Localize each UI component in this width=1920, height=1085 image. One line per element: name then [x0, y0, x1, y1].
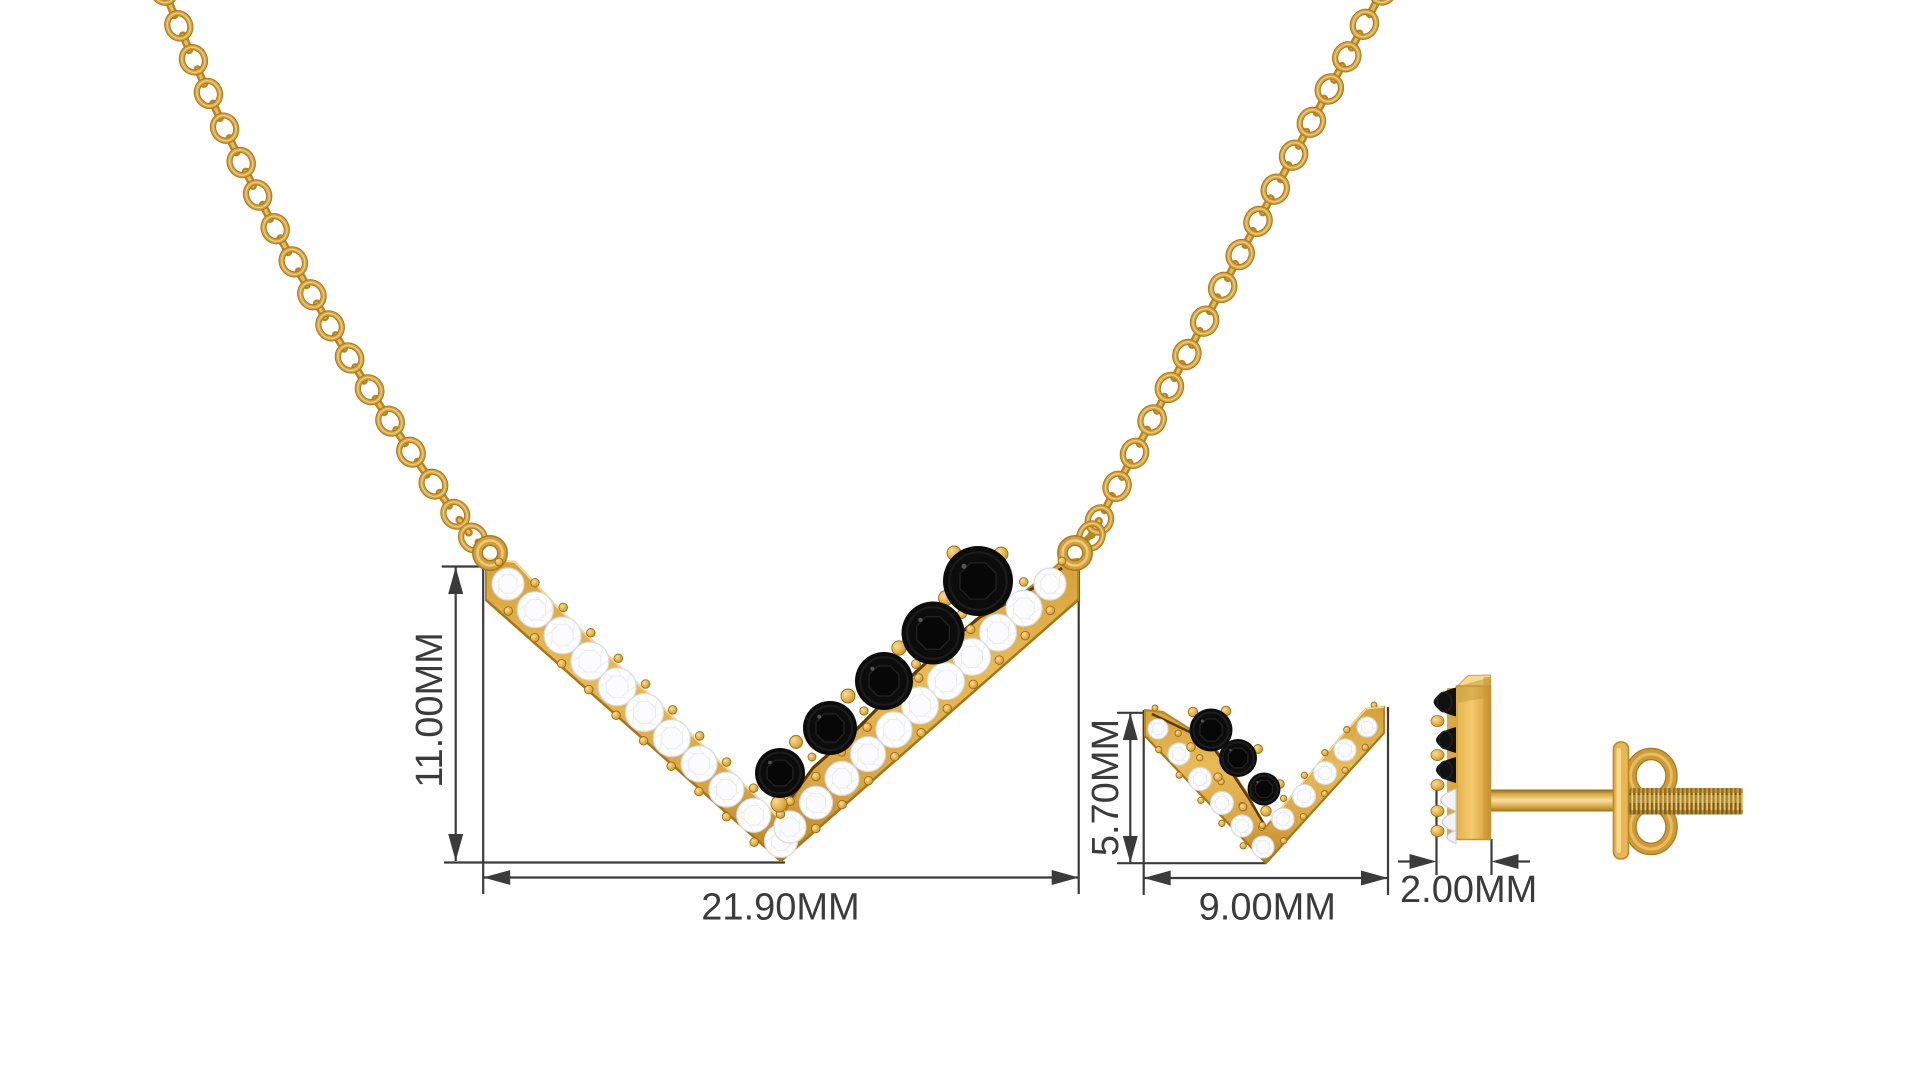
svg-text:2.00MM: 2.00MM [1400, 869, 1537, 911]
svg-text:11.00MM: 11.00MM [409, 632, 451, 788]
svg-text:9.00MM: 9.00MM [1199, 887, 1336, 929]
svg-text:21.90MM: 21.90MM [701, 887, 859, 929]
svg-text:5.70MM: 5.70MM [1085, 719, 1127, 856]
